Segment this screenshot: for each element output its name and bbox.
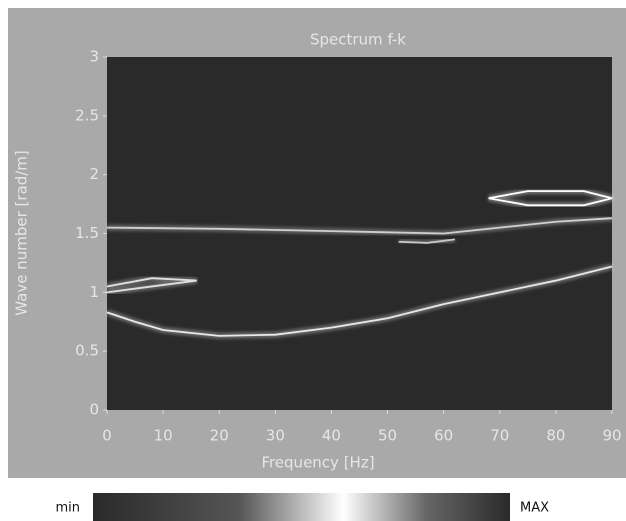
x-tick-label: 0 (102, 427, 112, 445)
colorbar (93, 493, 510, 521)
y-tick-label: 2 (89, 165, 99, 183)
spectrum-ridge (488, 190, 613, 207)
chart-title: Spectrum f-k (310, 31, 406, 49)
y-axis-label: Wave number [rad/m] (13, 150, 31, 316)
x-tick-label: 90 (602, 427, 621, 445)
y-tick-label: 1 (89, 283, 99, 301)
x-tick-label: 80 (546, 427, 565, 445)
y-tick-label: 3 (89, 48, 99, 66)
spectrum-ridge (106, 217, 613, 235)
x-axis-label: Frequency [Hz] (261, 454, 374, 472)
colorbar-max-label: MAX (520, 501, 549, 516)
y-tick-label: 0.5 (75, 342, 99, 360)
x-tick-label: 30 (266, 427, 285, 445)
x-tick-label: 60 (434, 427, 453, 445)
x-tick-label: 50 (378, 427, 397, 445)
spectrum-ridge (398, 238, 456, 244)
y-tick-label: 0 (89, 401, 99, 419)
x-tick-label: 10 (154, 427, 173, 445)
x-tick-label: 20 (210, 427, 229, 445)
spectrum-ridge (106, 277, 197, 294)
spectrum-ridge (106, 265, 613, 337)
y-tick-label: 1.5 (75, 224, 99, 242)
x-tick-label: 70 (490, 427, 509, 445)
colorbar-min-label: min (55, 501, 80, 516)
x-tick-label: 40 (322, 427, 341, 445)
y-tick-label: 2.5 (75, 106, 99, 124)
